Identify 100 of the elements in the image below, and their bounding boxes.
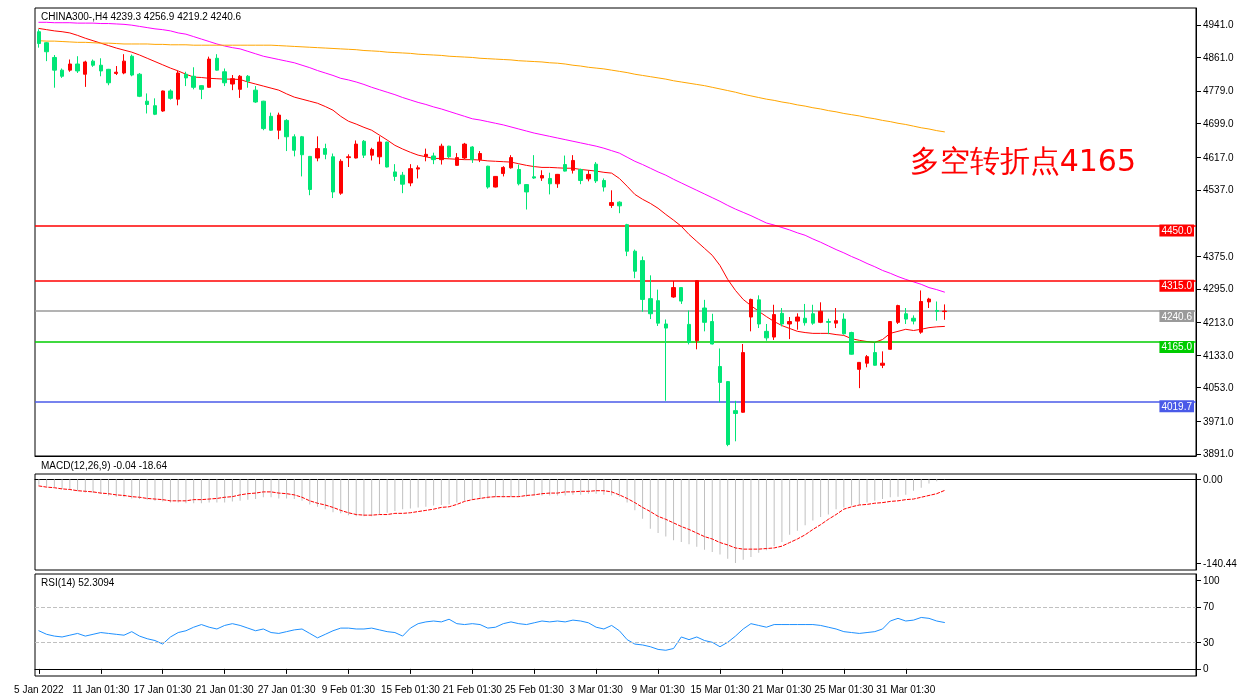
candlestick (617, 200, 622, 214)
y-tick-label: 3891.0 (1203, 448, 1235, 460)
candlestick (331, 153, 335, 199)
ref-line-label: 4165.0 (1161, 341, 1193, 353)
candlestick (323, 143, 327, 160)
y-tick-label: 4941.0 (1203, 19, 1235, 31)
candlestick (393, 163, 397, 182)
candlestick (153, 97, 157, 116)
candlestick (532, 154, 536, 180)
candlestick (478, 150, 482, 163)
candlestick (602, 177, 606, 193)
candlestick (215, 53, 219, 72)
candlestick (238, 74, 242, 99)
candlestick (408, 163, 413, 187)
candlestick (493, 175, 498, 188)
candlestick (718, 348, 722, 403)
candlestick (578, 168, 583, 185)
candlestick (594, 161, 598, 184)
candlestick (339, 158, 343, 196)
candlestick (44, 41, 49, 62)
candlestick (873, 342, 877, 367)
candlestick (83, 60, 87, 88)
candlestick (269, 112, 273, 132)
candlestick (849, 331, 854, 356)
y-tick-label: 4053.0 (1203, 382, 1235, 394)
candlestick (904, 307, 908, 325)
candlestick (439, 143, 444, 166)
x-tick-label: 5 Jan 2022 (14, 683, 65, 695)
candlestick (625, 223, 629, 257)
candlestick (91, 59, 95, 68)
line-series (38, 40, 945, 133)
candlestick (834, 307, 838, 329)
candlestick (184, 71, 188, 87)
candlestick (370, 147, 374, 161)
candlestick (896, 304, 900, 325)
candlestick (509, 154, 513, 170)
candlestick (803, 303, 807, 327)
x-tick-label: 21 Jan 01:30 (195, 683, 254, 695)
candlestick (168, 88, 173, 101)
x-tick-label: 9 Mar 01:30 (631, 683, 686, 695)
candlestick (253, 85, 258, 104)
candlestick (207, 56, 211, 89)
chart-title: CHINA300-,H4 4239.3 4256.9 4219.2 4240.6 (41, 10, 242, 22)
line-series (38, 485, 945, 550)
y-tick-label: 4375.0 (1203, 250, 1235, 262)
candlestick (362, 139, 366, 159)
candlestick (757, 294, 761, 329)
candlestick (114, 65, 118, 76)
candlestick (130, 54, 134, 77)
candlestick (741, 343, 745, 414)
x-tick-label: 31 Mar 01:30 (876, 683, 936, 695)
y-tick-label: 4133.0 (1203, 349, 1235, 361)
candlestick (75, 55, 80, 74)
candlestick (764, 323, 769, 342)
x-tick-label: 21 Mar 01:30 (752, 683, 812, 695)
candlestick (865, 354, 869, 368)
candlestick (780, 307, 784, 327)
chart-title: RSI(14) 52.3094 (41, 576, 115, 588)
candlestick (633, 249, 637, 279)
candlestick (106, 68, 111, 86)
candlestick (540, 169, 544, 182)
candlestick (300, 135, 304, 177)
candlestick (261, 100, 266, 131)
x-tick-label: 11 Jan 01:30 (72, 683, 130, 695)
x-tick-label: 21 Feb 01:30 (442, 683, 503, 695)
candlestick (555, 173, 560, 189)
candlestick (222, 68, 227, 87)
candlestick (811, 304, 815, 326)
candlestick (818, 301, 823, 324)
candlestick (501, 165, 505, 177)
candlestick (68, 59, 72, 73)
y-tick-label: 4537.0 (1203, 184, 1235, 196)
candlestick (795, 312, 800, 331)
candlestick (702, 299, 707, 332)
candlestick (346, 153, 351, 168)
candlestick (122, 53, 126, 75)
candlestick (517, 164, 521, 186)
candlestick (710, 313, 714, 345)
x-tick-label: 27 Jan 01:30 (257, 683, 316, 695)
candlestick (462, 142, 467, 160)
candlestick (640, 256, 645, 313)
candlestick (826, 318, 831, 335)
candlestick (563, 155, 567, 172)
candlestick (277, 112, 281, 140)
candlestick (548, 172, 552, 195)
candlestick (447, 145, 451, 159)
y-tick-label: 0.00 (1203, 473, 1223, 485)
candlestick (385, 141, 389, 168)
x-tick-label: 3 Mar 01:30 (569, 683, 624, 695)
y-tick-label: 30 (1203, 636, 1215, 648)
candlestick (942, 303, 947, 321)
candlestick (176, 70, 180, 106)
y-tick-label: 4295.0 (1203, 283, 1235, 295)
ref-line-label: 4240.6 (1161, 310, 1193, 322)
candlestick (687, 309, 691, 345)
candlestick (400, 171, 405, 194)
y-tick-label: -140.44 (1203, 557, 1238, 569)
candlestick (524, 183, 529, 211)
candlestick (424, 148, 428, 162)
line-series (38, 616, 945, 651)
